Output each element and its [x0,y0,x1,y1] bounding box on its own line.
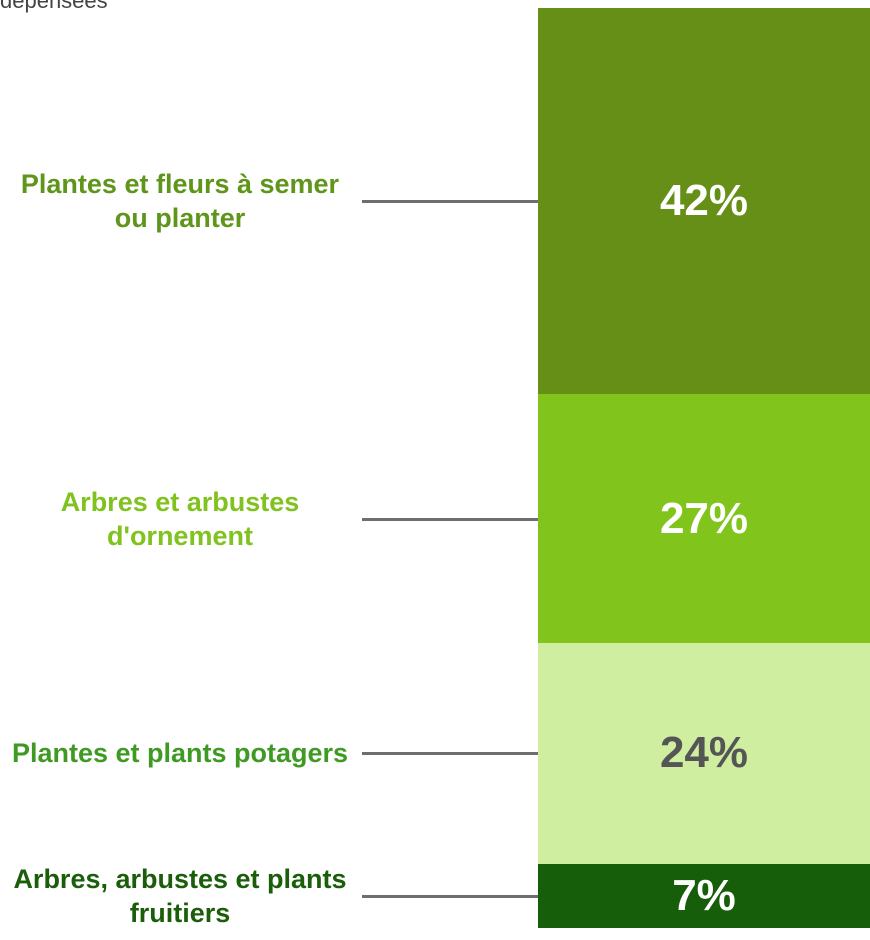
legend-label: Plantes et plants potagers [11,738,349,769]
value-label: 24% [659,728,749,778]
legend-label: Plantes et fleurs à semer ou planter [20,169,340,234]
bar-segment [538,8,870,395]
leader-line [362,894,538,898]
legend-label: Arbres, arbustes et plants fruitiers [13,863,347,928]
bar-segment [538,394,870,643]
value-label: 27% [659,493,749,543]
leader-line [362,752,538,756]
bar-segment [538,863,870,928]
leader-line [362,200,538,204]
bar-segment [538,642,870,864]
value-label: 42% [659,176,749,226]
leader-line [362,517,538,521]
subtitle: dépensées [0,0,108,13]
value-label: 7% [672,870,736,920]
legend-label: Arbres et arbustes d'ornement [60,486,300,551]
